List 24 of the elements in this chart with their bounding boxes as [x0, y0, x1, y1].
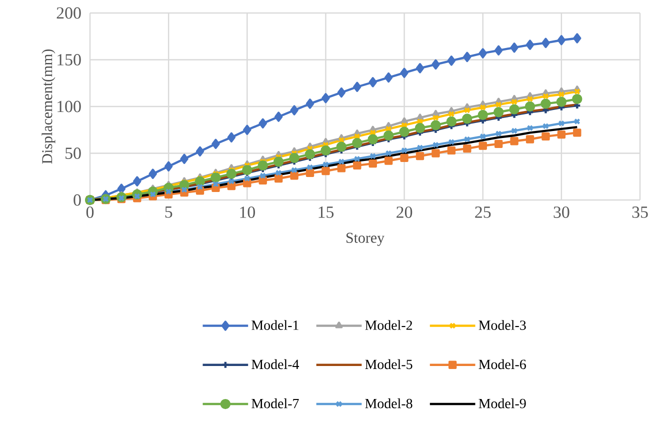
legend-label: Model-1 — [252, 320, 298, 330]
legend-label: Model-9 — [478, 398, 526, 408]
y-tick-label: 0 — [74, 194, 81, 206]
legend-label: Model-7 — [252, 398, 299, 408]
legend-label: Model-5 — [365, 359, 412, 370]
x-tick-label: 20 — [396, 206, 412, 218]
legend-label: Model-2 — [365, 320, 412, 330]
legend-label: Model-4 — [252, 359, 300, 370]
y-tick-label: 200 — [56, 7, 81, 19]
x-tick-label: 15 — [318, 206, 334, 218]
x-tick-label: 0 — [86, 206, 94, 218]
y-tick-label: 100 — [58, 100, 81, 112]
x-tick-label: 25 — [475, 206, 491, 218]
legend-label: Model-3 — [478, 320, 526, 330]
y-tick-label: 50 — [66, 148, 81, 159]
legend-label: Model-6 — [478, 359, 526, 370]
x-tick-label: 30 — [554, 206, 570, 218]
x-axis-title: Storey — [346, 232, 384, 246]
x-tick-label: 35 — [632, 206, 648, 218]
y-axis-title: Displacement(mm) — [42, 49, 56, 164]
y-tick-label: 150 — [58, 54, 81, 66]
legend-label: Model-8 — [365, 398, 412, 408]
x-tick-label: 10 — [240, 206, 255, 218]
x-tick-label: 5 — [165, 206, 172, 218]
